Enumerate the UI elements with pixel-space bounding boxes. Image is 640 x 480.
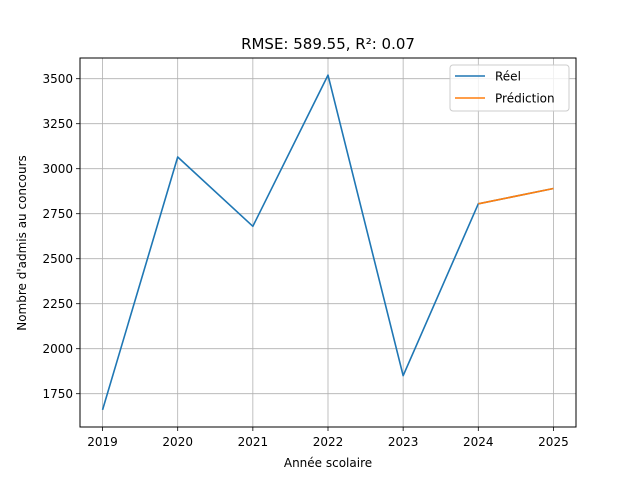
chart-title: RMSE: 589.55, R²: 0.07 [241,35,415,53]
y-tick-label: 3250 [42,117,73,131]
x-tick-label: 2020 [162,435,193,449]
x-axis-label: Année scolaire [284,456,372,470]
x-tick-label: 2025 [538,435,569,449]
y-tick-label: 2500 [42,252,73,266]
series-line-prediction [478,187,554,205]
x-tick-label: 2023 [388,435,419,449]
x-tick-label: 2019 [87,435,118,449]
y-tick-label: 3000 [42,162,73,176]
x-tick-label: 2021 [238,435,269,449]
y-tick-label: 3500 [42,72,73,86]
y-axis-ticks: 1750 2000 2250 2500 2750 3000 3250 3500 [42,72,80,401]
y-tick-label: 2000 [42,342,73,356]
y-tick-label: 2250 [42,297,73,311]
x-tick-label: 2022 [313,435,344,449]
series-lines [101,74,554,411]
x-tick-label: 2024 [463,435,494,449]
y-tick-label: 1750 [42,387,73,401]
legend-label-prediction: Prédiction [495,92,555,106]
y-axis-label: Nombre d'admis au concours [15,155,29,331]
x-axis-ticks: 2019 2020 2021 2022 2023 2024 2025 [87,427,569,449]
grid-lines [80,58,576,427]
y-tick-label: 2750 [42,207,73,221]
legend-label-reel: Réel [495,70,521,84]
legend: Réel Prédiction [449,64,570,112]
